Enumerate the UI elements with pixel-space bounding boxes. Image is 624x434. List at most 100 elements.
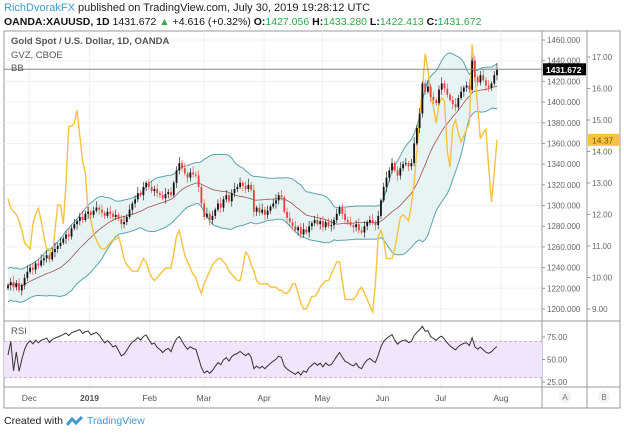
candle-body xyxy=(134,199,136,204)
rsi-tick-label: 25.00 xyxy=(547,378,568,387)
candle-body xyxy=(294,226,297,231)
candle-body xyxy=(230,193,233,202)
candle-body xyxy=(410,163,413,167)
candle-body xyxy=(349,222,352,226)
candle-body xyxy=(67,234,70,237)
candle-body xyxy=(236,186,239,189)
candle-body xyxy=(299,227,302,235)
candle-body xyxy=(128,209,131,217)
candle-body xyxy=(172,182,175,196)
candle-body xyxy=(308,226,311,233)
candle-body xyxy=(341,207,344,214)
candle-body xyxy=(109,211,112,214)
publish-text: published on TradingView.com, July 30, 2… xyxy=(77,2,371,14)
candle-body xyxy=(159,193,161,196)
gvz-tick-label: 13.00 xyxy=(592,179,613,188)
price-tick-label: 1300.000 xyxy=(547,202,581,211)
candle-body xyxy=(360,230,363,233)
candle-body xyxy=(286,211,288,218)
candle-body xyxy=(186,173,189,178)
last-price-badge xyxy=(543,63,586,76)
candle-body xyxy=(264,209,266,215)
price-tick-label: 1340.000 xyxy=(547,160,581,169)
candle-body xyxy=(393,163,396,171)
candle-body xyxy=(346,220,349,223)
time-label: Mar xyxy=(197,393,212,403)
candle-body xyxy=(78,216,81,222)
candle-body xyxy=(396,170,399,176)
candle-body xyxy=(288,217,291,223)
candles xyxy=(7,55,498,296)
candle-body xyxy=(219,203,222,208)
tradingview-brand[interactable]: TradingView xyxy=(86,415,145,427)
candle-body xyxy=(150,186,153,192)
candle-body xyxy=(344,213,346,221)
candle-body xyxy=(114,214,117,217)
candle-body xyxy=(377,215,380,226)
gvz-tick-label: 10.00 xyxy=(592,274,613,283)
candle-body xyxy=(73,224,76,229)
candle-body xyxy=(211,215,214,221)
candle-body xyxy=(214,209,217,216)
candle-body xyxy=(156,188,159,194)
rsi-band xyxy=(4,341,542,378)
candle-body xyxy=(62,238,65,243)
author-link[interactable]: RichDvorakFX xyxy=(4,2,75,14)
candle-body xyxy=(261,209,264,213)
candle-body xyxy=(76,221,78,225)
scale-button-a[interactable] xyxy=(559,391,571,403)
candle-body xyxy=(272,203,275,207)
candle-body xyxy=(70,228,73,237)
candle-body xyxy=(385,177,388,187)
candle-body xyxy=(7,285,9,289)
candle-body xyxy=(81,216,84,221)
candle-body xyxy=(305,229,308,233)
candle-body xyxy=(225,195,228,200)
open-label: O: xyxy=(253,16,266,28)
candle-body xyxy=(65,234,67,239)
candle-body xyxy=(333,220,335,226)
candle-body xyxy=(388,170,391,178)
candle-body xyxy=(457,97,460,108)
scale-button-a-label[interactable]: A xyxy=(562,393,568,402)
candle-body xyxy=(247,184,250,189)
gvz-tick-label: 17.00 xyxy=(592,53,613,62)
close-label: C: xyxy=(426,16,438,28)
symbol-bar: OANDA:XAUUSD, 1D 1431.672 ▲ +4.616 (+0.3… xyxy=(4,16,481,28)
last-price-label: 1431.672 xyxy=(546,65,582,75)
candle-body xyxy=(413,143,416,164)
candle-body xyxy=(26,271,29,278)
scale-button-b[interactable] xyxy=(598,391,610,403)
candle-body xyxy=(468,85,471,90)
candle-body xyxy=(40,260,43,266)
high-label: H: xyxy=(312,16,324,28)
candle-body xyxy=(95,207,98,211)
candle-body xyxy=(357,224,360,231)
candle-body xyxy=(175,170,178,183)
candle-body xyxy=(101,209,103,213)
candle-body xyxy=(449,94,451,101)
candle-body xyxy=(369,220,371,223)
price-tick-label: 1260.000 xyxy=(547,243,581,252)
triangle-up-icon: ▲ xyxy=(159,16,170,28)
candle-body xyxy=(399,168,402,176)
candle-body xyxy=(244,185,247,189)
candle-body xyxy=(335,213,338,221)
candle-body xyxy=(424,83,427,92)
candle-body xyxy=(316,220,319,225)
candle-body xyxy=(37,263,40,266)
candle-body xyxy=(371,220,374,224)
scale-button-b-label[interactable]: B xyxy=(601,393,606,402)
candle-body xyxy=(490,83,493,88)
created-with: Created with xyxy=(4,415,63,427)
candle-body xyxy=(48,255,51,260)
symbol: OANDA:XAUUSD, 1D xyxy=(4,16,110,28)
candle-body xyxy=(338,207,341,214)
price-tick-label: 1320.000 xyxy=(547,181,581,190)
candle-body xyxy=(404,163,407,165)
candle-body xyxy=(98,207,101,210)
price-tick-label: 1420.000 xyxy=(547,77,581,86)
candle-body xyxy=(161,195,164,199)
candle-body xyxy=(297,227,299,231)
